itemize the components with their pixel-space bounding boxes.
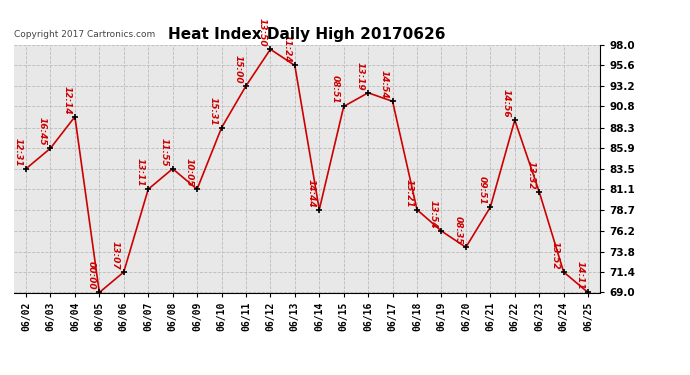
Text: 13:21: 13:21 (404, 178, 413, 207)
Text: 11:55: 11:55 (160, 138, 169, 166)
Text: 14:54: 14:54 (380, 70, 389, 99)
Text: 13:54: 13:54 (428, 200, 437, 228)
Text: 16:45: 16:45 (38, 117, 47, 146)
Text: Temperature (°F): Temperature (°F) (500, 33, 601, 44)
Text: 13:50: 13:50 (258, 18, 267, 47)
Text: 15:00: 15:00 (233, 55, 242, 83)
Text: 13:32: 13:32 (526, 160, 535, 189)
Title: Heat Index Daily High 20170626: Heat Index Daily High 20170626 (168, 27, 446, 42)
Text: 13:07: 13:07 (111, 241, 120, 270)
Text: 08:51: 08:51 (331, 75, 340, 104)
Text: 13:19: 13:19 (355, 62, 364, 90)
Text: 13:11: 13:11 (135, 158, 144, 187)
Text: 13:52: 13:52 (551, 241, 560, 270)
Text: 12:14: 12:14 (62, 86, 71, 114)
Text: 15:31: 15:31 (209, 97, 218, 125)
Text: Copyright 2017 Cartronics.com: Copyright 2017 Cartronics.com (14, 30, 155, 39)
Text: 14:44: 14:44 (306, 178, 315, 207)
Text: 09:51: 09:51 (477, 176, 486, 205)
Text: 10:05: 10:05 (184, 158, 193, 187)
Text: 14:11: 14:11 (575, 261, 584, 290)
Text: 11:24: 11:24 (282, 34, 291, 63)
Text: 00:00: 00:00 (87, 261, 96, 290)
Text: 12:31: 12:31 (13, 138, 22, 166)
Text: 14:56: 14:56 (502, 89, 511, 117)
Text: 08:35: 08:35 (453, 216, 462, 245)
